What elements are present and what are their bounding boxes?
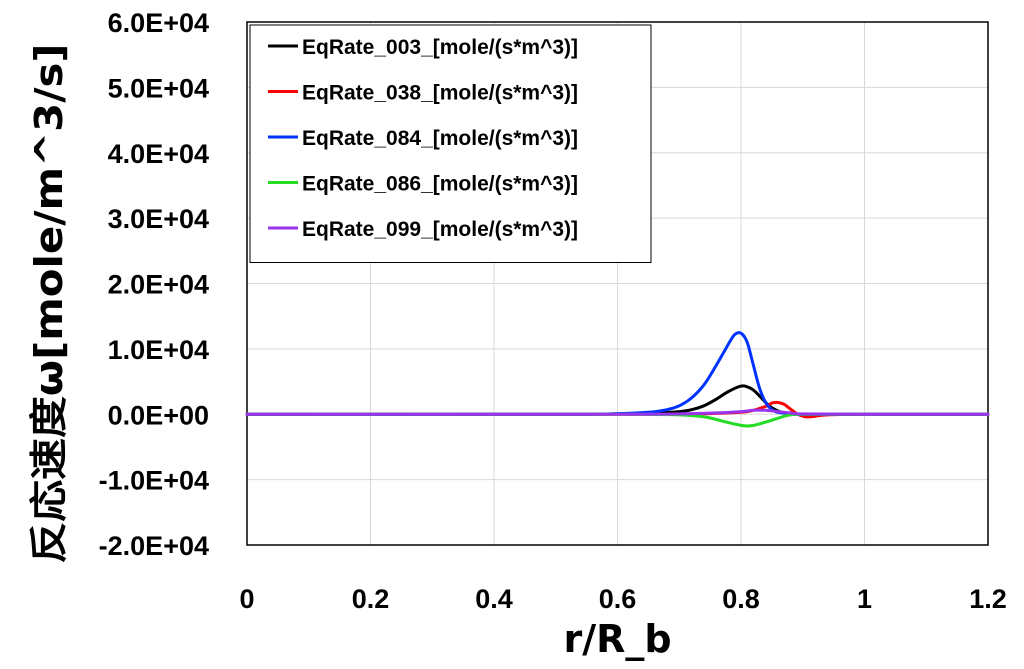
y-tick-label: 1.0E+04	[108, 335, 209, 365]
legend-label-4: EqRate_086_[mole/(s*m^3)]	[302, 173, 578, 196]
x-tick-label: 0	[239, 584, 254, 614]
legend-label-3: EqRate_084_[mole/(s*m^3)]	[302, 127, 578, 150]
series-line-5	[245, 408, 990, 416]
y-tick-label: -1.0E+04	[99, 466, 209, 496]
x-tick-label: 0.6	[599, 584, 637, 614]
y-tick-label: -2.0E+04	[99, 531, 209, 561]
y-tick-label: 0.0E+00	[108, 400, 209, 430]
y-tick-label: 5.0E+04	[108, 73, 209, 103]
y-axis-title: 反応速度ω[mole/m^3/s]	[27, 44, 71, 564]
legend-label-2: EqRate_038_[mole/(s*m^3)]	[302, 82, 578, 105]
x-tick-label: 1	[857, 584, 872, 614]
legend-box	[249, 24, 652, 263]
legend-label-5: EqRate_099_[mole/(s*m^3)]	[302, 218, 578, 241]
x-tick-label: 0.8	[722, 584, 760, 614]
y-axis-ticks: -2.0E+04 -1.0E+04 0.0E+00 1.0E+04 2.0E+04 3.0…	[99, 8, 209, 561]
x-axis-title: r/R_b	[563, 617, 671, 661]
x-tick-label: 0.4	[475, 584, 513, 614]
y-tick-label: 6.0E+04	[108, 8, 209, 38]
y-tick-label: 2.0E+04	[108, 270, 209, 300]
y-tick-label: 3.0E+04	[108, 204, 209, 234]
legend: EqRate_003_[mole/(s*m^3)] EqRate_038_[mol…	[249, 24, 652, 263]
x-tick-label: 1.2	[969, 584, 1007, 614]
x-axis-ticks: 0 0.2 0.4 0.6 0.8 1 1.2	[239, 584, 1006, 614]
legend-label-1: EqRate_003_[mole/(s*m^3)]	[302, 36, 578, 59]
plot-area	[246, 21, 989, 546]
y-tick-label: 4.0E+04	[108, 139, 209, 169]
x-tick-label: 0.2	[352, 584, 390, 614]
series-group	[245, 331, 990, 428]
